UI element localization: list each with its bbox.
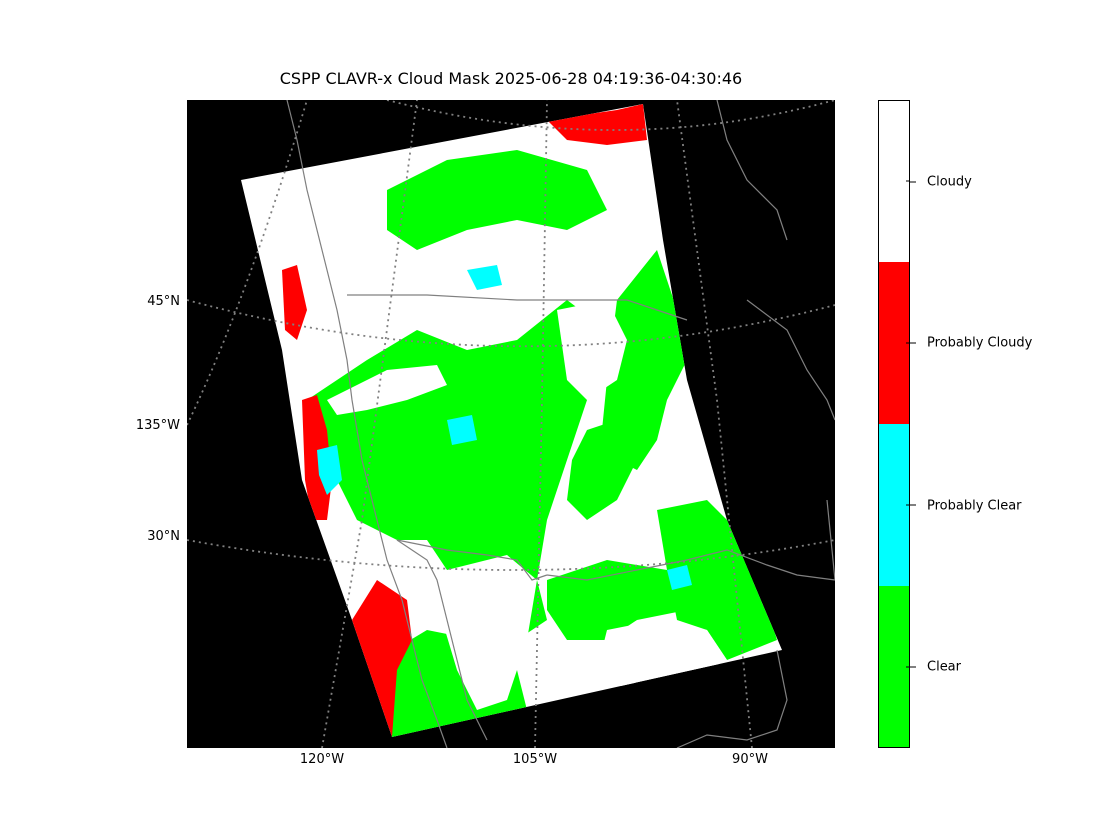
colorbar xyxy=(878,100,910,748)
lon-label-90w: 90°W xyxy=(732,752,768,767)
colorbar-cloudy xyxy=(878,100,910,262)
clear-region-east xyxy=(602,250,687,470)
colorbar-clear xyxy=(878,586,910,748)
coastlines xyxy=(286,100,835,748)
lat-label-30n: 30°N xyxy=(147,529,180,544)
probably-cloudy-northeast xyxy=(547,104,647,145)
probably-clear-central xyxy=(447,415,477,445)
probably-clear-north xyxy=(467,265,502,290)
colorbar-label-clear: Clear xyxy=(927,659,961,675)
clear-region-north xyxy=(387,150,607,250)
colorbar-label-probably-cloudy: Probably Cloudy xyxy=(927,335,1033,351)
cloud-band-west xyxy=(327,365,447,415)
lon-label-120w: 120°W xyxy=(299,752,345,767)
graticule xyxy=(187,100,835,748)
colorbar-probably-clear xyxy=(878,424,910,586)
clear-region-plains xyxy=(567,420,637,520)
colorbar-label-probably-clear: Probably Clear xyxy=(927,498,1022,514)
plot-title: CSPP CLAVR-x Cloud Mask 2025-06-28 04:19… xyxy=(279,69,743,88)
lat-label-45n: 45°N xyxy=(147,294,180,309)
probably-cloudy-baja xyxy=(352,580,412,737)
colorbar-ticks xyxy=(910,181,916,668)
colorbar-probably-cloudy xyxy=(878,262,910,424)
cloud-mask-map[interactable] xyxy=(187,100,835,748)
probably-cloudy-northwest xyxy=(282,265,307,340)
probably-clear-west xyxy=(317,445,342,495)
lon-label-105w: 105°W xyxy=(512,752,558,767)
lon-label-135w: 135°W xyxy=(135,418,180,433)
probably-clear-gulf xyxy=(667,565,692,590)
cloud-band-central xyxy=(557,300,627,400)
cloud-band-texas xyxy=(442,555,537,710)
colorbar-label-cloudy: Cloudy xyxy=(927,174,972,190)
